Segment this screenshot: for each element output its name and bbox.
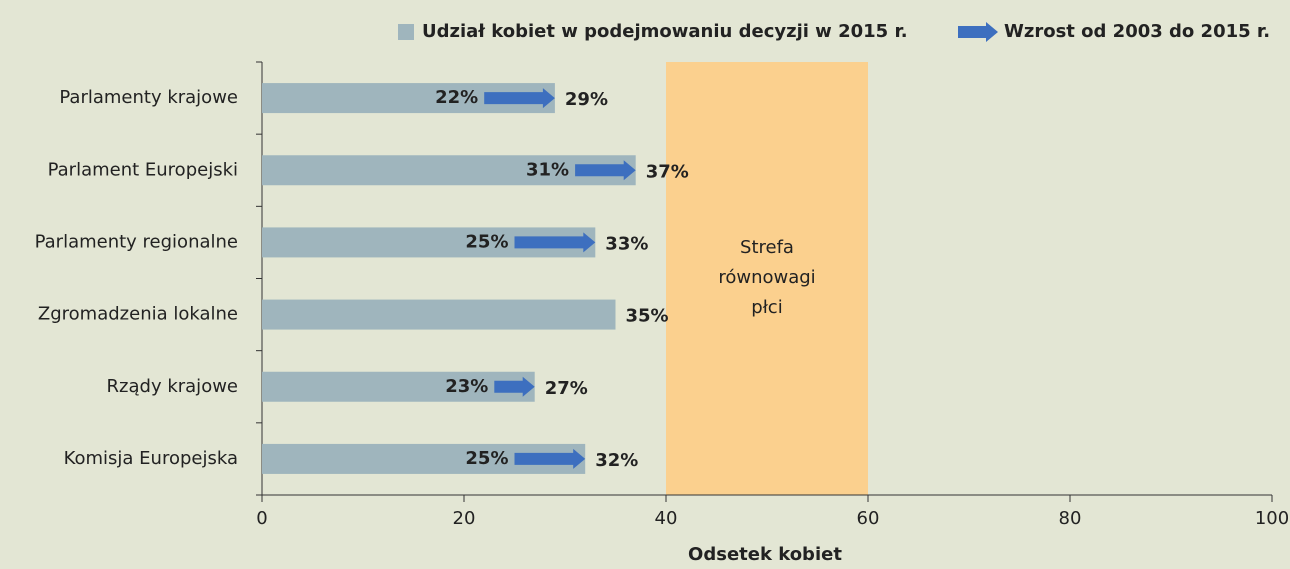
x-axis-label: Odsetek kobiet: [688, 544, 842, 565]
x-tick-label: 40: [655, 508, 678, 529]
value-label: 25%: [465, 448, 508, 469]
zone-label: równowagi: [718, 267, 815, 288]
value-label: 35%: [626, 306, 669, 327]
legend-swatch: [398, 24, 414, 40]
value-label: 32%: [595, 450, 638, 471]
arrow: [484, 88, 555, 109]
value-label: 37%: [646, 161, 689, 182]
arrow: [958, 22, 998, 42]
y-tick-label: Parlamenty krajowe: [59, 87, 238, 108]
arrow: [514, 448, 586, 469]
x-tick-label: 100: [1255, 508, 1289, 529]
y-tick-label: Rządy krajowe: [107, 376, 238, 397]
zone-label: Strefa: [740, 237, 794, 258]
value-label: 25%: [465, 231, 508, 252]
bar: [262, 155, 636, 186]
y-tick-label: Zgromadzenia lokalne: [38, 304, 238, 325]
x-tick-label: 80: [1059, 508, 1082, 529]
value-label: 33%: [605, 233, 648, 254]
bar: [262, 299, 616, 330]
x-tick-label: 0: [256, 508, 267, 529]
zone-label: płci: [751, 297, 782, 318]
value-label: 31%: [526, 159, 569, 180]
value-label: 27%: [545, 378, 588, 399]
balance-zone: [666, 62, 868, 495]
value-label: 23%: [445, 376, 488, 397]
arrow: [575, 160, 636, 181]
y-tick-label: Parlamenty regionalne: [35, 231, 238, 252]
legend-label: Udział kobiet w podejmowaniu decyzji w 2…: [422, 21, 908, 42]
arrow: [494, 376, 535, 397]
legend-label: Wzrost od 2003 do 2015 r.: [1004, 21, 1270, 42]
value-label: 22%: [435, 87, 478, 108]
bar: [262, 371, 535, 402]
arrow: [514, 232, 596, 253]
x-tick-label: 20: [453, 508, 476, 529]
y-tick-label: Parlament Europejski: [48, 159, 238, 180]
x-tick-label: 60: [857, 508, 880, 529]
value-label: 29%: [565, 89, 608, 110]
y-tick-label: Komisja Europejska: [64, 448, 238, 469]
